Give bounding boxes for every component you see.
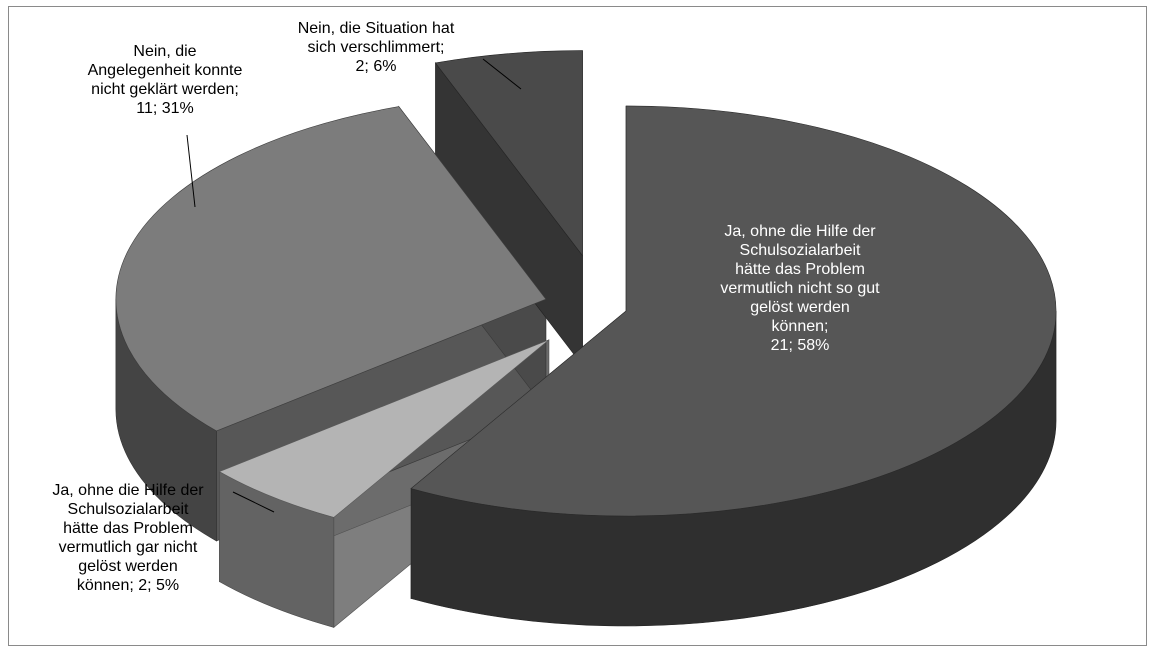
- slice-gar-nicht: [218, 339, 550, 518]
- slice-label-nicht-geklaert: Nein, die Angelegenheit konnte nicht gek…: [87, 43, 243, 117]
- leader-line-verschlimmert: [482, 58, 522, 90]
- slice-label-gar-nicht: Ja, ohne die Hilfe der Schulsozialarbeit…: [52, 482, 204, 594]
- leader-line-gar-nicht: [232, 491, 275, 513]
- slice-nicht-geklaert: [115, 106, 547, 432]
- slice-nicht-so-gut: [410, 105, 1057, 517]
- slice-label-nicht-so-gut: Ja, ohne die Hilfe der Schulsozialarbeit…: [720, 223, 880, 354]
- chart-frame: Ja, ohne die Hilfe der Schulsozialarbeit…: [8, 6, 1147, 646]
- slice-verschlimmert: [434, 50, 583, 257]
- leader-line-nicht-geklaert: [186, 134, 196, 208]
- slice-label-verschlimmert: Nein, die Situation hat sich verschlimme…: [297, 20, 455, 75]
- pie-chart: [115, 50, 1057, 629]
